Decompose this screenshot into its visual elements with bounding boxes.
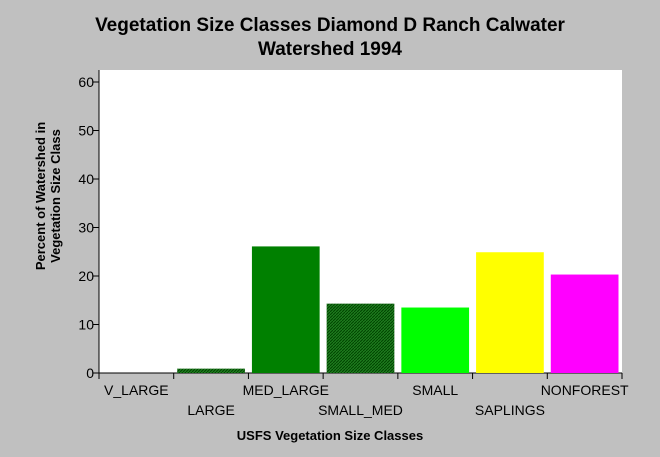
x-tick-label: V_LARGE: [104, 382, 169, 398]
bar-small: [401, 307, 470, 373]
x-tick-label: LARGE: [187, 402, 234, 418]
y-tick-label: 10: [78, 317, 94, 333]
bar-small-med: [326, 303, 395, 373]
chart-title-line-2: Watershed 1994: [258, 39, 402, 60]
y-tick-label: 40: [78, 171, 94, 187]
y-tick-label: 60: [78, 74, 94, 90]
y-tick-label: 30: [78, 220, 94, 236]
bar-large: [177, 368, 245, 373]
chart-title-line-1: Vegetation Size Classes Diamond D Ranch …: [95, 15, 565, 36]
x-tick-label: SMALL: [412, 382, 458, 398]
y-tick-label: 0: [86, 365, 94, 381]
bar-med-large: [251, 246, 320, 373]
y-tick-label: 20: [78, 268, 94, 284]
x-tick-label: NONFOREST: [541, 382, 629, 398]
bar-nonforest: [550, 274, 619, 373]
x-axis-label: USFS Vegetation Size Classes: [236, 428, 424, 443]
chart-title: Vegetation Size Classes Diamond D Ranch …: [0, 14, 660, 62]
y-tick-label: 50: [78, 123, 94, 139]
x-tick-label: SMALL_MED: [318, 402, 403, 418]
x-tick-label: SAPLINGS: [475, 402, 545, 418]
bar-saplings: [476, 252, 544, 373]
x-tick-label: MED_LARGE: [243, 382, 329, 398]
